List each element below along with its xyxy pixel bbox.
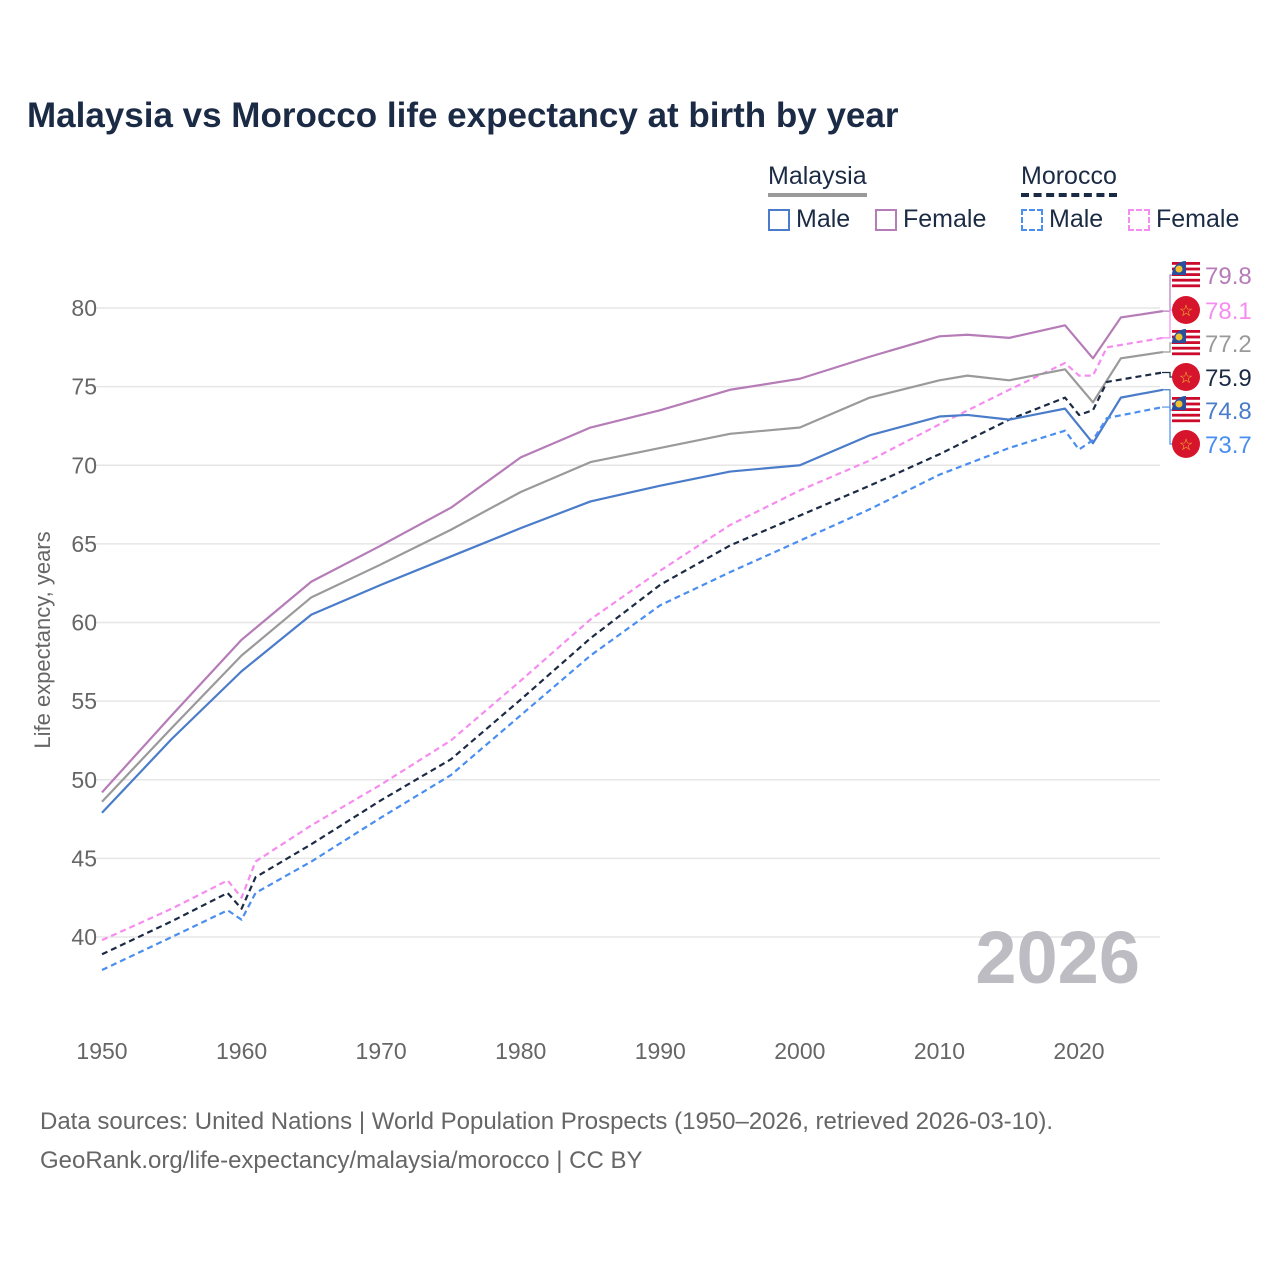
legend-swatch [1128,208,1150,231]
morocco-flag-icon: ☆ [1172,363,1200,391]
flag-moon [1175,333,1183,341]
flag-stripe [1172,284,1200,288]
series-line-morocco-male [101,405,1163,972]
end-value-label: 73.7 [1205,432,1252,459]
legend-item-malaysia-male[interactable]: Male [768,205,850,234]
y-tick-label: 60 [71,610,97,636]
series-line-morocco-total [101,371,1163,956]
legend-label: Male [1049,205,1104,233]
flag-stripe [1172,419,1200,423]
y-axis-title: Life expectancy, years [30,531,55,748]
y-tick-label: 45 [71,845,97,871]
series-line-malaysia-male [101,388,1163,814]
x-tick-label: 2010 [914,1038,965,1064]
x-tick-label: 1960 [216,1038,267,1064]
year-watermark: 2026 [975,916,1140,999]
legend-group-morocco: Morocco [1021,162,1117,197]
flag-stripe [1172,413,1200,417]
flag-moon [1175,265,1183,273]
legend-item-morocco-male[interactable]: Male [1021,205,1103,234]
end-value-label: 79.8 [1205,263,1252,290]
series-line-malaysia-female [101,310,1163,794]
legend-heading-morocco: Morocco [1021,162,1117,197]
legend-swatch [768,208,790,231]
x-tick-label: 1970 [356,1038,407,1064]
end-value-label: 74.8 [1205,398,1252,425]
flag-stripe [1172,346,1200,350]
series-line-malaysia-total [101,350,1163,803]
y-tick-label: 70 [71,452,97,478]
flag-bg [1172,296,1200,324]
flag-moon [1175,400,1183,408]
legend-heading-malaysia: Malaysia [768,162,867,197]
legend-item-malaysia-female[interactable]: Female [875,205,986,234]
malaysia-flag-icon [1172,261,1200,289]
y-tick-label: 50 [71,767,97,793]
y-tick-label: 55 [71,688,97,714]
flag-bg [1172,363,1200,391]
y-tick-label: 75 [71,374,97,400]
series-line-morocco-female [101,336,1163,942]
flag-star: ☆ [1179,437,1193,454]
morocco-flag-icon: ☆ [1172,296,1200,324]
flag-star: ☆ [1179,303,1193,320]
x-tick-label: 1980 [495,1038,546,1064]
x-tick-label: 2000 [774,1038,825,1064]
flag-stripe [1172,352,1200,356]
end-value-label: 75.9 [1205,365,1252,392]
y-tick-label: 80 [71,295,97,321]
end-value-label: 78.1 [1205,298,1252,325]
x-tick-label: 1990 [635,1038,686,1064]
legend-group-malaysia: Malaysia [768,162,867,197]
end-value-label: 77.2 [1205,331,1252,358]
footer-sources: Data sources: United Nations | World Pop… [40,1108,1054,1135]
flag-bg [1172,430,1200,458]
chart-title: Malaysia vs Morocco life expectancy at b… [27,96,899,135]
y-tick-label: 65 [71,531,97,557]
legend-swatch [1021,208,1043,231]
y-tick-label: 40 [71,924,97,950]
x-tick-label: 2020 [1053,1038,1104,1064]
legend-label: Female [903,205,987,233]
legend-label: Male [796,205,851,233]
malaysia-flag-icon [1172,329,1200,357]
legend-label: Female [1156,205,1240,233]
footer-url[interactable]: GeoRank.org/life-expectancy/malaysia/mor… [40,1147,643,1174]
legend-item-morocco-female[interactable]: Female [1128,205,1239,234]
flag-star: ☆ [1179,370,1193,387]
legend-swatch [875,208,897,231]
x-tick-label: 1950 [76,1038,127,1064]
malaysia-flag-icon [1172,396,1200,424]
flag-stripe [1172,278,1200,282]
morocco-flag-icon: ☆ [1172,430,1200,458]
